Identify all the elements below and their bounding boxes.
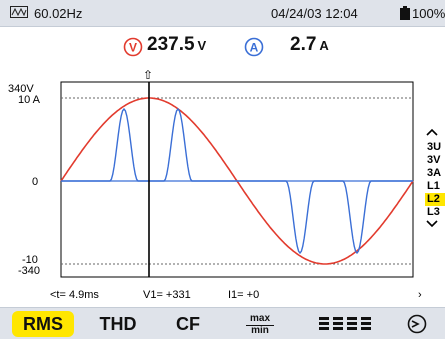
min-label: min	[251, 325, 269, 336]
voltage-value: 237.5	[147, 34, 195, 55]
max-label: max	[249, 313, 270, 324]
current-waveform	[61, 107, 413, 255]
voltage-channel-icon: V	[123, 37, 143, 57]
cursor-current: I1= +0	[228, 289, 260, 301]
scale-item-l3[interactable]: L3	[427, 206, 440, 218]
frequency-value: 60.02Hz	[34, 6, 83, 21]
scale-item-3a[interactable]: 3A	[427, 167, 442, 179]
voltage-unit: V	[197, 38, 207, 53]
battery-icon	[400, 6, 410, 20]
current-unit: A	[319, 38, 329, 53]
scale-selector: 3U 3V 3A L1 L2 L3	[425, 128, 445, 232]
phasor-mode-button[interactable]	[400, 311, 434, 337]
y-label-top-voltage: 340V	[8, 83, 34, 95]
current-channel-icon: A	[244, 37, 264, 57]
battery-level: 100%	[412, 6, 445, 21]
scale-item-3v[interactable]: 3V	[427, 154, 441, 166]
y-label-bottom-voltage: -340	[18, 265, 40, 277]
rms-button[interactable]: RMS	[12, 311, 74, 337]
thd-button[interactable]: THD	[99, 314, 137, 334]
chevron-down-icon[interactable]	[425, 219, 439, 228]
plot-frame	[60, 81, 414, 278]
softkey-bar: RMS THD CF max min	[0, 307, 445, 339]
measurement-readout: V 237.5 V A 2.7 A	[0, 32, 445, 62]
scale-item-l2[interactable]: L2	[425, 193, 445, 206]
bar-graph-button[interactable]	[315, 311, 377, 337]
waveform-frequency-icon	[10, 6, 28, 18]
scale-item-l1[interactable]: L1	[427, 180, 440, 192]
max-min-button[interactable]: max min	[237, 311, 283, 337]
phasor-icon	[407, 314, 427, 334]
cursor-voltage: V1= +331	[143, 289, 191, 301]
cursor-marker: ⇧	[143, 68, 153, 82]
date-time: 04/24/03 12:04	[271, 6, 358, 21]
current-value: 2.7	[290, 34, 317, 55]
status-bar: 60.02Hz 04/24/03 12:04 100%	[0, 0, 445, 27]
chevron-up-icon[interactable]	[425, 128, 439, 137]
y-label-zero: 0	[32, 176, 38, 188]
current-channel-letter: A	[250, 41, 259, 55]
y-label-top-current: 10 A	[18, 94, 41, 106]
cf-button[interactable]: CF	[176, 314, 200, 334]
cursor-next-arrow[interactable]: ›	[418, 289, 422, 301]
y-label-bottom-current: -10	[22, 254, 38, 266]
voltage-channel-letter: V	[129, 41, 137, 55]
max-min-divider	[246, 325, 274, 326]
cursor-time: <t= 4.9ms	[50, 289, 99, 301]
current-reading: 2.7 A	[290, 34, 329, 56]
waveform-plot: 340V 10 A 0 -10 -340 ⇧	[8, 68, 414, 278]
bar-graph-icon	[319, 317, 371, 330]
scale-item-3u[interactable]: 3U	[427, 141, 442, 153]
cursor-values: <t= 4.9ms V1= +331 I1= +0 ›	[0, 289, 445, 305]
voltage-reading: 237.5 V	[147, 34, 206, 56]
